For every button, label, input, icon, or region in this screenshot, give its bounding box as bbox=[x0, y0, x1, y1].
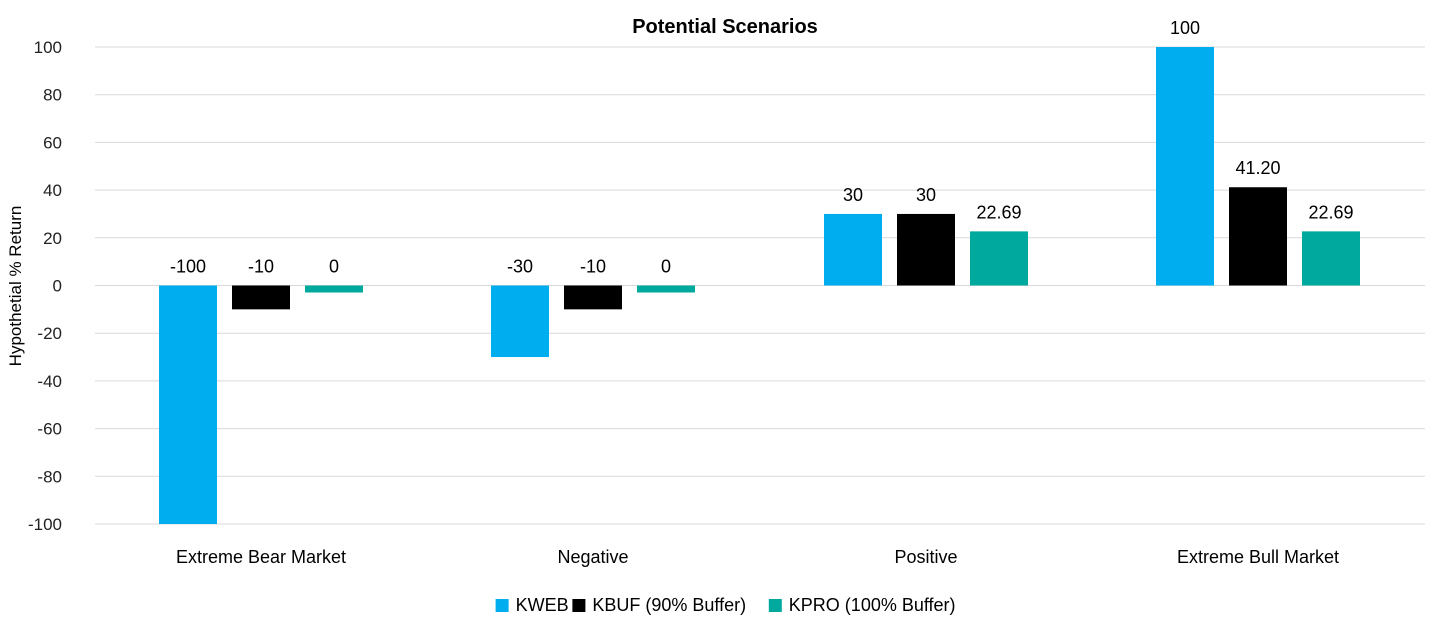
legend-swatch bbox=[495, 599, 509, 612]
legend: KWEB KBUF (90% Buffer) KPRO (100% Buffer) bbox=[495, 595, 956, 615]
y-tick-label: 20 bbox=[43, 229, 62, 248]
bar-kweb bbox=[1156, 47, 1214, 286]
x-category-label: Extreme Bull Market bbox=[1177, 547, 1339, 567]
bar-kweb bbox=[824, 213, 882, 286]
y-tick-label: -80 bbox=[37, 467, 62, 486]
data-label: -30 bbox=[507, 257, 533, 277]
y-tick-label: 80 bbox=[43, 86, 62, 105]
bar-kbuf bbox=[897, 213, 955, 286]
bar-kweb bbox=[491, 285, 549, 358]
data-label: -10 bbox=[248, 257, 274, 277]
data-label: -10 bbox=[580, 257, 606, 277]
x-category-label: Extreme Bear Market bbox=[176, 547, 346, 567]
data-label: 30 bbox=[843, 185, 863, 205]
bars bbox=[159, 47, 1360, 524]
bar-kpro bbox=[1302, 231, 1360, 286]
x-category-label: Positive bbox=[894, 547, 957, 567]
gridlines bbox=[95, 46, 1425, 525]
bar-kbuf bbox=[232, 285, 290, 310]
x-category-label: Negative bbox=[557, 547, 628, 567]
y-tick-label: -60 bbox=[37, 420, 62, 439]
y-tick-label: -100 bbox=[28, 515, 62, 534]
y-tick-label: 40 bbox=[43, 181, 62, 200]
y-axis-ticks: 100 80 60 40 20 0 -20 -40 -60 -80 -100 bbox=[28, 38, 62, 534]
bar-kpro bbox=[970, 231, 1028, 286]
y-tick-label: 100 bbox=[34, 38, 62, 57]
y-tick-label: 0 bbox=[53, 277, 62, 296]
y-tick-label: 60 bbox=[43, 133, 62, 152]
legend-label: KPRO (100% Buffer) bbox=[789, 595, 956, 615]
data-label: 0 bbox=[329, 257, 339, 277]
bar-kbuf bbox=[564, 285, 622, 310]
legend-label: KBUF (90% Buffer) bbox=[592, 595, 746, 615]
data-label: 0 bbox=[661, 257, 671, 277]
bar-kpro bbox=[305, 285, 363, 293]
legend-label: KWEB bbox=[516, 595, 569, 615]
y-tick-label: -40 bbox=[37, 372, 62, 391]
data-label: 22.69 bbox=[1308, 202, 1353, 222]
x-axis-categories: Extreme Bear Market Negative Positive Extre… bbox=[176, 547, 1339, 567]
data-label: 30 bbox=[916, 185, 936, 205]
y-axis-label: Hypothetial % Return bbox=[6, 206, 25, 367]
chart-title: Potential Scenarios bbox=[632, 16, 818, 38]
bar-kweb bbox=[159, 285, 217, 524]
legend-swatch bbox=[768, 599, 782, 612]
y-tick-label: -20 bbox=[37, 324, 62, 343]
bar-kpro bbox=[637, 285, 695, 293]
legend-swatch bbox=[572, 599, 586, 612]
data-label: 41.20 bbox=[1235, 158, 1280, 178]
data-label: 22.69 bbox=[976, 202, 1021, 222]
data-label: -100 bbox=[170, 257, 206, 277]
data-label: 100 bbox=[1170, 18, 1200, 38]
bar-kbuf bbox=[1229, 187, 1287, 286]
